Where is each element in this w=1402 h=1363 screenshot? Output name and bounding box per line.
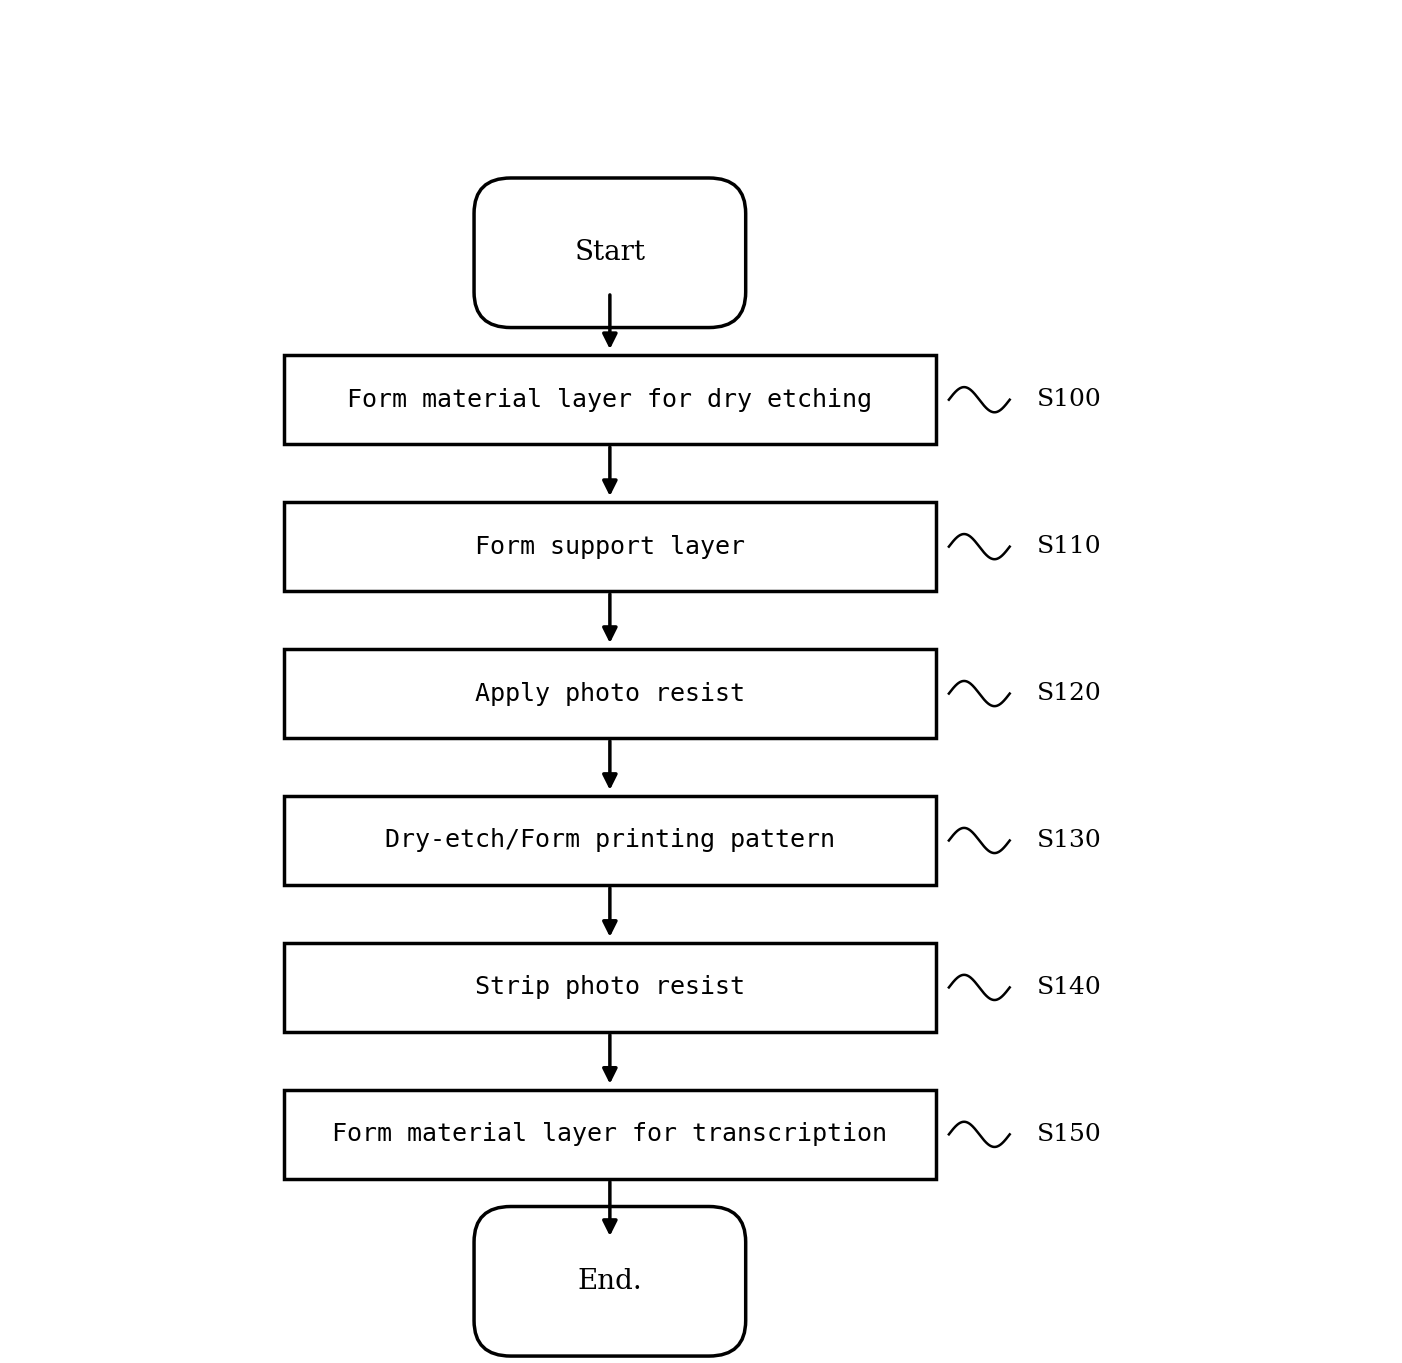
FancyBboxPatch shape [474, 179, 746, 327]
Text: S120: S120 [1037, 682, 1102, 705]
Text: S100: S100 [1037, 388, 1102, 412]
Text: Form support layer: Form support layer [475, 534, 744, 559]
Bar [285, 502, 935, 592]
Text: Dry-etch/Form printing pattern: Dry-etch/Form printing pattern [386, 829, 834, 852]
Text: Strip photo resist: Strip photo resist [475, 976, 744, 999]
Text: S140: S140 [1037, 976, 1102, 999]
FancyBboxPatch shape [474, 1206, 746, 1356]
Text: S150: S150 [1037, 1123, 1102, 1146]
Text: Apply photo resist: Apply photo resist [475, 682, 744, 706]
Bar [285, 356, 935, 444]
Text: End.: End. [578, 1268, 642, 1295]
Text: S130: S130 [1037, 829, 1102, 852]
Text: Start: Start [575, 240, 645, 266]
Bar [285, 649, 935, 739]
Text: Form material layer for dry etching: Form material layer for dry etching [348, 387, 872, 412]
Bar [285, 1090, 935, 1179]
Bar [285, 796, 935, 885]
Bar [285, 943, 935, 1032]
Text: S110: S110 [1037, 536, 1102, 557]
Text: Form material layer for transcription: Form material layer for transcription [332, 1122, 887, 1146]
